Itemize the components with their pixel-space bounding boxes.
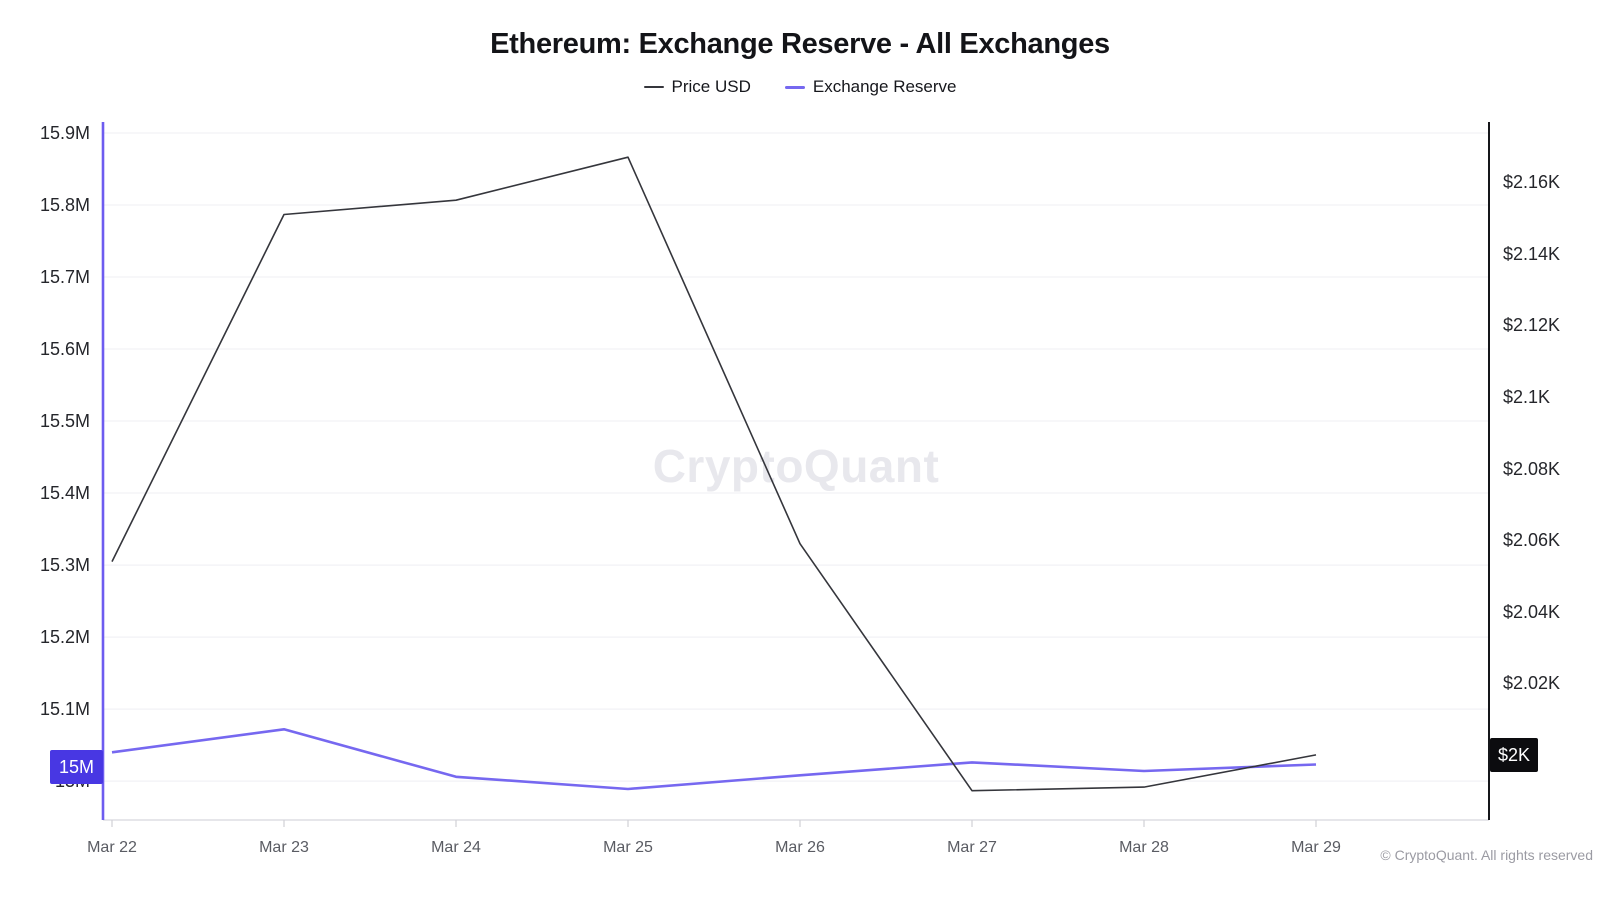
legend-label: Price USD [671, 77, 751, 96]
legend: Price USD Exchange Reserve [0, 77, 1600, 97]
watermark: CryptoQuant [652, 440, 940, 492]
right-axis-tick-label: $2.08K [1503, 459, 1561, 479]
right-axis-tick-label: $2.04K [1503, 602, 1561, 622]
x-axis-date-label: Mar 28 [1119, 839, 1169, 856]
legend-label: Exchange Reserve [812, 77, 957, 96]
x-axis-date-label: Mar 23 [259, 839, 309, 856]
reserve-latest-badge: 15M [50, 750, 103, 784]
left-axis-tick-label: 15.9M [39, 123, 90, 143]
legend-dash-icon [643, 86, 664, 88]
chart-title: Ethereum: Exchange Reserve - All Exchang… [490, 28, 1110, 60]
left-axis-tick-label: 15.5M [39, 411, 90, 431]
legend-item-exchange-reserve[interactable]: Exchange Reserve [784, 77, 957, 97]
price-usd-line [111, 156, 1317, 792]
price-latest-badge: $2K [1490, 738, 1538, 772]
left-axis-tick-label: 15.1M [39, 699, 90, 719]
right-axis-tick-label: $2.16K [1503, 172, 1561, 192]
left-axis-tick-label: 15.8M [39, 195, 90, 215]
copyright-text: © CryptoQuant. All rights reserved [1380, 847, 1593, 863]
left-axis-tick-label: 15.2M [39, 627, 90, 647]
x-axis-date-label: Mar 22 [87, 839, 137, 856]
legend-dash-icon [784, 85, 805, 89]
right-axis-tick-label: $2.02K [1503, 673, 1561, 693]
x-axis-date-label: Mar 27 [947, 839, 997, 856]
x-axis-date-label: Mar 29 [1291, 839, 1341, 856]
left-axis-tick-label: 15.4M [39, 483, 90, 503]
right-axis-tick-label: $2.1K [1503, 387, 1551, 407]
left-axis-tick-label: 15.3M [39, 555, 90, 575]
x-axis-date-label: Mar 26 [775, 839, 825, 856]
right-axis-tick-label: $2.14K [1503, 244, 1561, 264]
x-axis-date-label: Mar 24 [431, 839, 481, 856]
right-axis-tick-label: $2.12K [1503, 315, 1561, 335]
exchange-reserve-line [111, 727, 1317, 791]
x-axis-date-label: Mar 25 [603, 839, 653, 856]
legend-item-price-usd[interactable]: Price USD [643, 77, 751, 97]
left-axis-tick-label: 15.7M [39, 267, 90, 287]
right-axis-tick-label: $2.06K [1503, 530, 1561, 550]
left-axis-tick-label: 15.6M [39, 339, 90, 359]
